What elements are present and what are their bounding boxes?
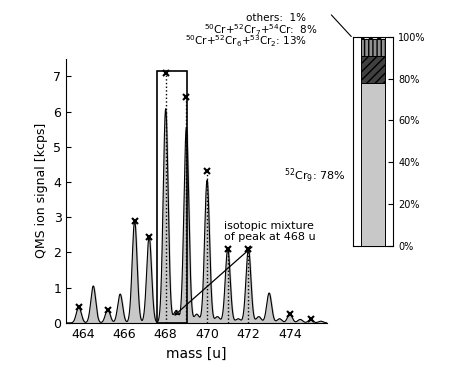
Text: isotopic mixture
of peak at 468 u: isotopic mixture of peak at 468 u	[175, 221, 315, 315]
Y-axis label: QMS ion signal [kcps]: QMS ion signal [kcps]	[35, 123, 48, 258]
Text: others:  1%: others: 1%	[246, 13, 307, 23]
Text: $^{50}$Cr+$^{52}$Cr$_6$+$^{53}$Cr$_2$: 13%: $^{50}$Cr+$^{52}$Cr$_6$+$^{53}$Cr$_2$: 1…	[185, 33, 307, 49]
Bar	[361, 39, 385, 55]
Bar	[361, 37, 385, 39]
Bar	[361, 83, 385, 246]
Text: $^{52}$Cr$_9$: 78%: $^{52}$Cr$_9$: 78%	[284, 167, 346, 185]
X-axis label: mass [u]: mass [u]	[166, 346, 227, 360]
Text: $^{50}$Cr+$^{52}$Cr$_7$+$^{54}$Cr:  8%: $^{50}$Cr+$^{52}$Cr$_7$+$^{54}$Cr: 8%	[204, 23, 318, 39]
Bar	[361, 55, 385, 83]
Bar	[157, 71, 187, 323]
